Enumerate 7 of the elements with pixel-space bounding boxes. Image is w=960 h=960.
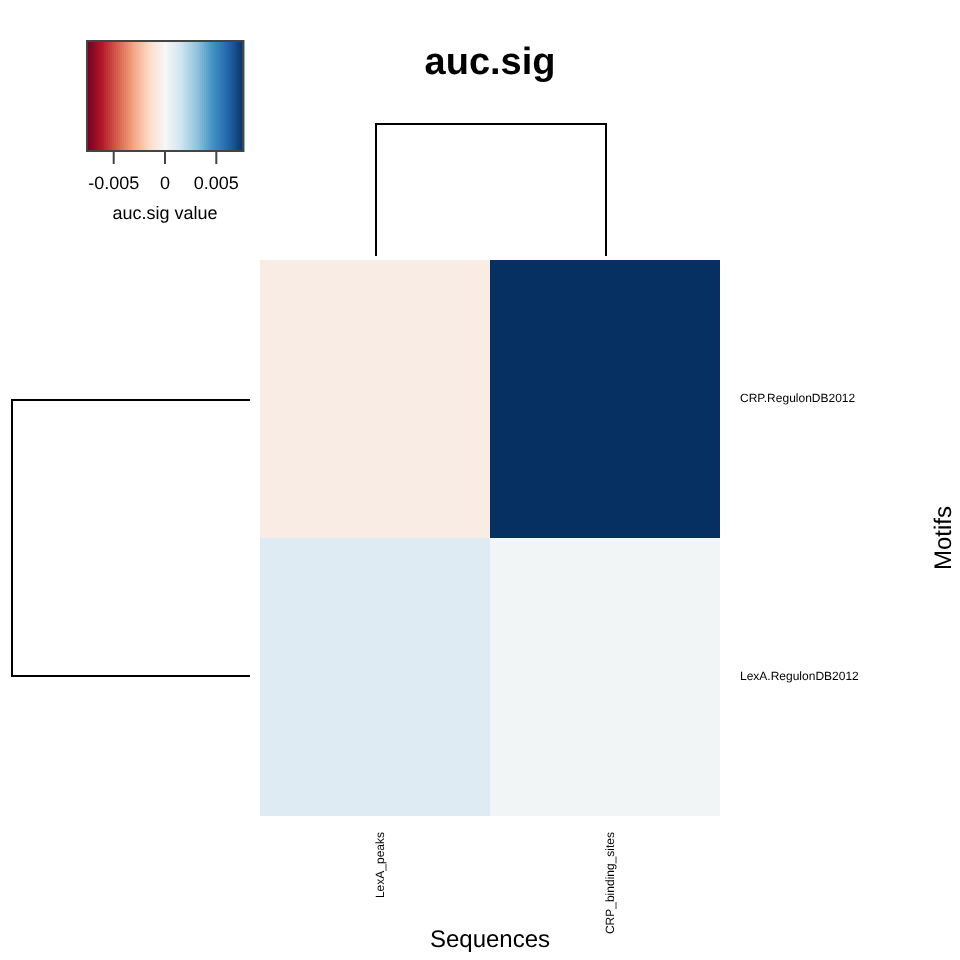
color-bar-title: auc.sig value <box>112 202 218 223</box>
color-bar-label: 0.005 <box>193 172 239 193</box>
y-axis-title: Motifs <box>928 505 957 571</box>
color-bar-label: 0 <box>159 172 171 193</box>
x-axis-title: Sequences <box>429 924 551 953</box>
chart-title: auc.sig <box>424 42 556 85</box>
color-bar-label: -0.005 <box>88 172 140 193</box>
